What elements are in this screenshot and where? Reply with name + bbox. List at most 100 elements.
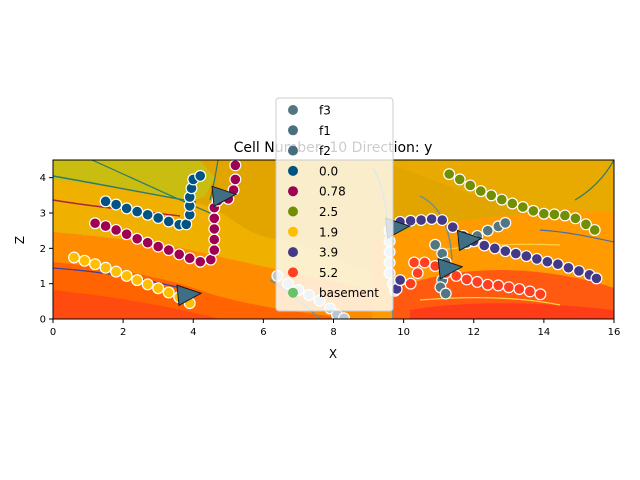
point-0-1 bbox=[110, 198, 123, 211]
legend-marker-4 bbox=[288, 186, 298, 197]
point-7-13 bbox=[411, 267, 424, 280]
point-2-5 bbox=[120, 269, 133, 282]
y-axis-ticks: 0 1 2 3 4 bbox=[40, 173, 53, 326]
point-7-12 bbox=[534, 288, 547, 301]
x-tick-label-5: 10 bbox=[397, 327, 410, 338]
point-8-12 bbox=[569, 212, 582, 225]
point-1-2 bbox=[110, 223, 123, 236]
legend-label-7: 3.9 bbox=[319, 246, 338, 260]
point-1-14 bbox=[208, 222, 221, 235]
point-1-12 bbox=[208, 244, 221, 257]
point-7-10 bbox=[513, 282, 526, 295]
point-2-9 bbox=[162, 286, 175, 299]
legend-label-9: basement bbox=[319, 286, 379, 300]
point-2-4 bbox=[110, 265, 123, 278]
point-0-14 bbox=[194, 169, 207, 182]
point-1-1 bbox=[99, 220, 112, 233]
point-1-9 bbox=[183, 252, 196, 265]
point-3-7 bbox=[338, 312, 351, 319]
point-6-21 bbox=[394, 274, 407, 287]
legend-label-8: 5.2 bbox=[319, 266, 338, 280]
point-7-7 bbox=[481, 278, 494, 291]
y-tick-label-2: 2 bbox=[40, 244, 46, 255]
point-8-4 bbox=[485, 189, 498, 202]
legend-marker-3 bbox=[288, 165, 298, 176]
point-2-1 bbox=[78, 254, 91, 267]
point-1-13 bbox=[208, 233, 221, 246]
point-6-10 bbox=[499, 245, 512, 258]
point-5-6 bbox=[439, 287, 452, 300]
point-0-0 bbox=[99, 195, 112, 208]
point-6-9 bbox=[488, 242, 501, 255]
point-8-6 bbox=[506, 197, 519, 210]
point-1-7 bbox=[162, 244, 175, 257]
legend-marker-1 bbox=[288, 125, 298, 136]
x-tick-label-3: 6 bbox=[260, 327, 266, 338]
point-6-4 bbox=[436, 214, 449, 227]
point-6-1 bbox=[404, 214, 417, 227]
point-1-4 bbox=[131, 232, 144, 245]
point-8-10 bbox=[548, 208, 561, 221]
point-6-5 bbox=[446, 221, 459, 234]
point-8-2 bbox=[464, 179, 477, 192]
point-7-9 bbox=[502, 281, 515, 294]
point-1-8 bbox=[173, 248, 186, 261]
point-1-15 bbox=[208, 212, 221, 225]
point-8-5 bbox=[495, 193, 508, 206]
legend-marker-6 bbox=[288, 226, 298, 237]
legend-label-5: 2.5 bbox=[319, 205, 338, 219]
legend-marker-2 bbox=[288, 145, 298, 156]
point-6-8 bbox=[478, 239, 491, 252]
point-5-9 bbox=[481, 224, 494, 237]
point-1-10 bbox=[194, 255, 207, 268]
point-7-14 bbox=[404, 277, 417, 290]
legend-marker-5 bbox=[288, 206, 298, 217]
point-7-1 bbox=[418, 256, 431, 269]
arrow-1 bbox=[176, 284, 203, 307]
point-8-9 bbox=[537, 207, 550, 220]
point-1-3 bbox=[120, 228, 133, 241]
point-1-5 bbox=[141, 236, 154, 249]
point-6-14 bbox=[541, 255, 554, 268]
point-6-2 bbox=[415, 214, 428, 227]
point-7-5 bbox=[460, 273, 473, 286]
point-6-19 bbox=[590, 272, 603, 285]
point-7-6 bbox=[471, 275, 484, 288]
y-tick-label-1: 1 bbox=[40, 279, 46, 290]
point-1-6 bbox=[152, 240, 165, 253]
point-5-11 bbox=[499, 216, 512, 229]
y-tick-label-0: 0 bbox=[40, 315, 46, 326]
point-8-14 bbox=[588, 223, 601, 236]
chart-legend: f3 f1 f2 0.0 0.78 2.5 1.9 3.9 5.2 basement bbox=[275, 97, 394, 312]
x-tick-label-4: 8 bbox=[330, 327, 336, 338]
x-axis-ticks: 0 2 4 6 8 10 12 14 16 bbox=[50, 319, 621, 338]
point-2-2 bbox=[89, 258, 102, 271]
point-8-7 bbox=[516, 200, 529, 213]
legend-label-4: 0.78 bbox=[319, 185, 346, 199]
point-7-8 bbox=[492, 279, 505, 292]
legend-marker-0 bbox=[288, 105, 298, 115]
y-tick-label-4: 4 bbox=[40, 173, 46, 184]
point-1-20 bbox=[229, 173, 242, 186]
point-8-0 bbox=[443, 168, 456, 181]
point-6-15 bbox=[551, 258, 564, 271]
point-6-3 bbox=[425, 213, 438, 226]
point-6-11 bbox=[509, 247, 522, 260]
y-axis-label: Z bbox=[13, 236, 27, 244]
legend-marker-9 bbox=[288, 287, 298, 298]
point-8-13 bbox=[579, 218, 592, 231]
point-8-1 bbox=[453, 173, 466, 186]
point-2-3 bbox=[99, 261, 112, 274]
point-2-0 bbox=[68, 251, 81, 264]
x-tick-label-0: 0 bbox=[50, 327, 56, 338]
x-tick-label-2: 4 bbox=[190, 327, 196, 338]
arrow-0 bbox=[211, 185, 238, 208]
legend-marker-8 bbox=[288, 267, 298, 278]
point-6-13 bbox=[530, 252, 543, 265]
point-8-3 bbox=[474, 185, 487, 198]
legend-marker-7 bbox=[288, 247, 298, 258]
point-7-0 bbox=[408, 256, 421, 269]
point-2-6 bbox=[131, 274, 144, 287]
x-tick-label-8: 16 bbox=[608, 327, 621, 338]
point-6-16 bbox=[562, 261, 575, 274]
